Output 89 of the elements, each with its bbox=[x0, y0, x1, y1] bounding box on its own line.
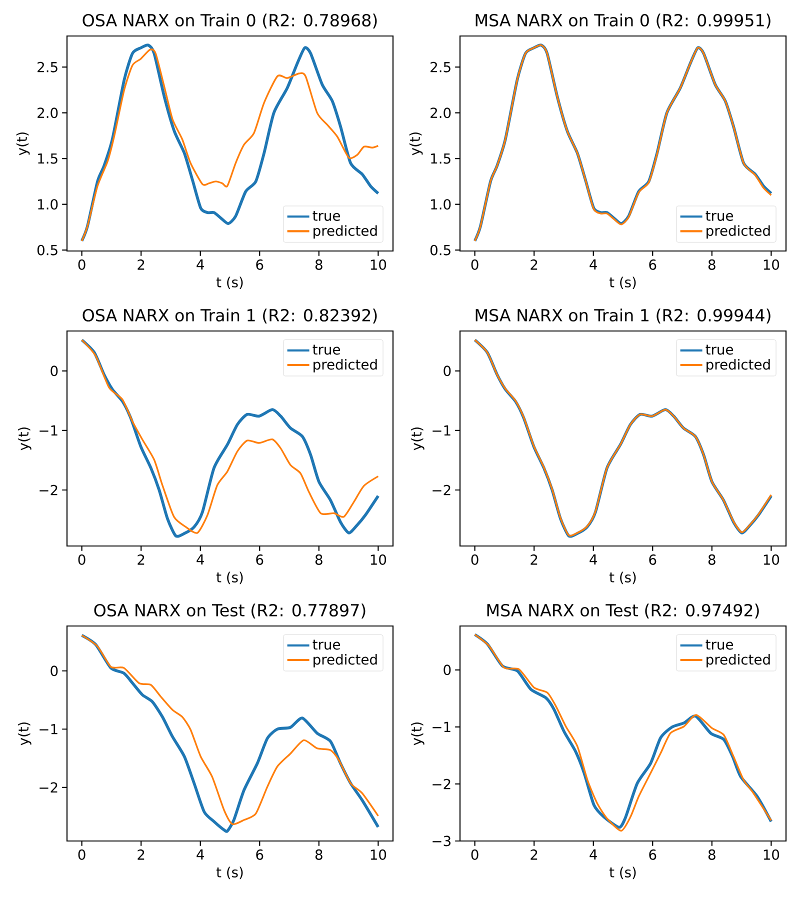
y-tick-label: −1 bbox=[40, 724, 58, 734]
legend-label: true bbox=[706, 640, 734, 650]
y-tick-label: 0 bbox=[444, 664, 451, 676]
x-tick-label: 4 bbox=[196, 554, 204, 565]
y-tick-label: 1.0 bbox=[431, 199, 451, 210]
x-tick-label: 8 bbox=[708, 849, 716, 860]
chart-title: OSA NARX on Train 0 (R2: 0.78968) bbox=[82, 14, 377, 28]
y-axis-title: y(t) bbox=[409, 132, 423, 156]
x-tick-label: 0 bbox=[471, 849, 478, 860]
y-tick-label: −1 bbox=[432, 425, 450, 436]
x-tick-label: 0 bbox=[78, 259, 86, 270]
chart-title: OSA NARX on Train 1 (R2: 0.82392) bbox=[82, 308, 377, 324]
legend-label: true bbox=[312, 640, 340, 650]
x-axis-title: t (s) bbox=[216, 276, 243, 290]
x-axis-title: t (s) bbox=[609, 572, 636, 584]
x-tick-label: 8 bbox=[315, 554, 322, 565]
x-tick-label: 2 bbox=[138, 554, 144, 565]
x-tick-label: 10 bbox=[764, 554, 780, 565]
x-tick-label: 6 bbox=[256, 849, 264, 860]
x-tick-label: 2 bbox=[138, 849, 144, 860]
x-tick-label: 10 bbox=[370, 554, 386, 565]
x-axis-title: t (s) bbox=[216, 866, 243, 880]
x-axis-title: t (s) bbox=[609, 276, 636, 290]
x-tick-label: 10 bbox=[764, 849, 780, 860]
x-tick-label: 6 bbox=[256, 554, 264, 565]
x-tick-label: 10 bbox=[764, 259, 780, 270]
y-tick-label: 2.0 bbox=[430, 108, 451, 118]
y-axis-title: y(t) bbox=[410, 722, 424, 746]
y-tick-label: 0.5 bbox=[37, 244, 58, 256]
x-tick-label: 8 bbox=[315, 849, 322, 860]
x-tick-label: 2 bbox=[530, 849, 538, 860]
y-tick-label: 2.5 bbox=[430, 62, 450, 72]
x-tick-label: 2 bbox=[530, 259, 538, 270]
chart-title: MSA NARX on Test (R2: 0.97492) bbox=[487, 604, 759, 618]
x-tick-label: 0 bbox=[78, 554, 86, 565]
x-tick-label: 6 bbox=[649, 554, 656, 565]
legend-label: predicted bbox=[706, 654, 770, 668]
legend-label: predicted bbox=[314, 358, 377, 372]
legend-label: predicted bbox=[314, 654, 377, 668]
x-tick-label: 2 bbox=[138, 259, 144, 270]
legend-label: predicted bbox=[314, 225, 377, 239]
legend-label: true bbox=[312, 210, 340, 221]
y-tick-label: 0 bbox=[50, 666, 58, 676]
x-tick-label: 0 bbox=[471, 554, 478, 565]
legend-label: predicted bbox=[706, 225, 770, 239]
x-tick-label: 8 bbox=[708, 554, 716, 565]
x-tick-label: 4 bbox=[590, 554, 597, 565]
y-tick-label: 0 bbox=[444, 366, 451, 376]
x-tick-label: 4 bbox=[196, 849, 204, 860]
y-tick-label: 0.5 bbox=[430, 244, 450, 256]
chart-title: OSA NARX on Test (R2: 0.77897) bbox=[94, 604, 366, 618]
x-tick-label: 8 bbox=[708, 259, 716, 270]
y-tick-label: 0 bbox=[50, 366, 58, 376]
y-tick-label: −2 bbox=[40, 782, 58, 793]
x-tick-label: 8 bbox=[315, 259, 322, 270]
y-tick-label: −2 bbox=[40, 484, 58, 496]
y-tick-label: −2 bbox=[432, 484, 450, 496]
y-tick-label: −2 bbox=[432, 778, 450, 790]
legend-label: true bbox=[706, 210, 734, 221]
y-tick-label: 1.5 bbox=[38, 153, 58, 164]
x-axis-title: t (s) bbox=[609, 866, 636, 880]
x-tick-label: 4 bbox=[590, 849, 597, 860]
legend-label: true bbox=[312, 344, 340, 355]
x-tick-label: 2 bbox=[530, 554, 538, 565]
y-tick-label: −3 bbox=[432, 836, 450, 846]
x-tick-label: 6 bbox=[649, 259, 656, 270]
chart-title: MSA NARX on Train 1 (R2: 0.99944) bbox=[476, 308, 770, 324]
x-tick-label: 4 bbox=[196, 259, 204, 270]
chart-title: MSA NARX on Train 0 (R2: 0.99951) bbox=[476, 14, 770, 28]
x-axis-title: t (s) bbox=[216, 572, 243, 584]
x-tick-label: 10 bbox=[370, 259, 386, 270]
y-axis-title: y(t) bbox=[18, 427, 32, 450]
y-tick-label: 1.0 bbox=[38, 199, 58, 210]
y-axis-title: y(t) bbox=[16, 132, 30, 156]
y-tick-label: 2.5 bbox=[38, 62, 58, 72]
y-tick-label: −1 bbox=[432, 722, 450, 732]
legend-label: true bbox=[706, 344, 734, 355]
x-tick-label: 0 bbox=[78, 849, 86, 860]
y-tick-label: −1 bbox=[40, 425, 58, 436]
y-axis-title: y(t) bbox=[410, 427, 424, 450]
x-tick-label: 10 bbox=[370, 849, 386, 860]
x-tick-label: 0 bbox=[471, 259, 478, 270]
x-tick-label: 6 bbox=[649, 849, 656, 860]
y-tick-label: 1.5 bbox=[431, 153, 450, 164]
x-tick-label: 6 bbox=[256, 259, 264, 270]
y-tick-label: 2.0 bbox=[38, 108, 58, 118]
y-axis-title: y(t) bbox=[18, 722, 32, 746]
x-tick-label: 4 bbox=[590, 259, 597, 270]
legend-label: predicted bbox=[706, 358, 770, 372]
